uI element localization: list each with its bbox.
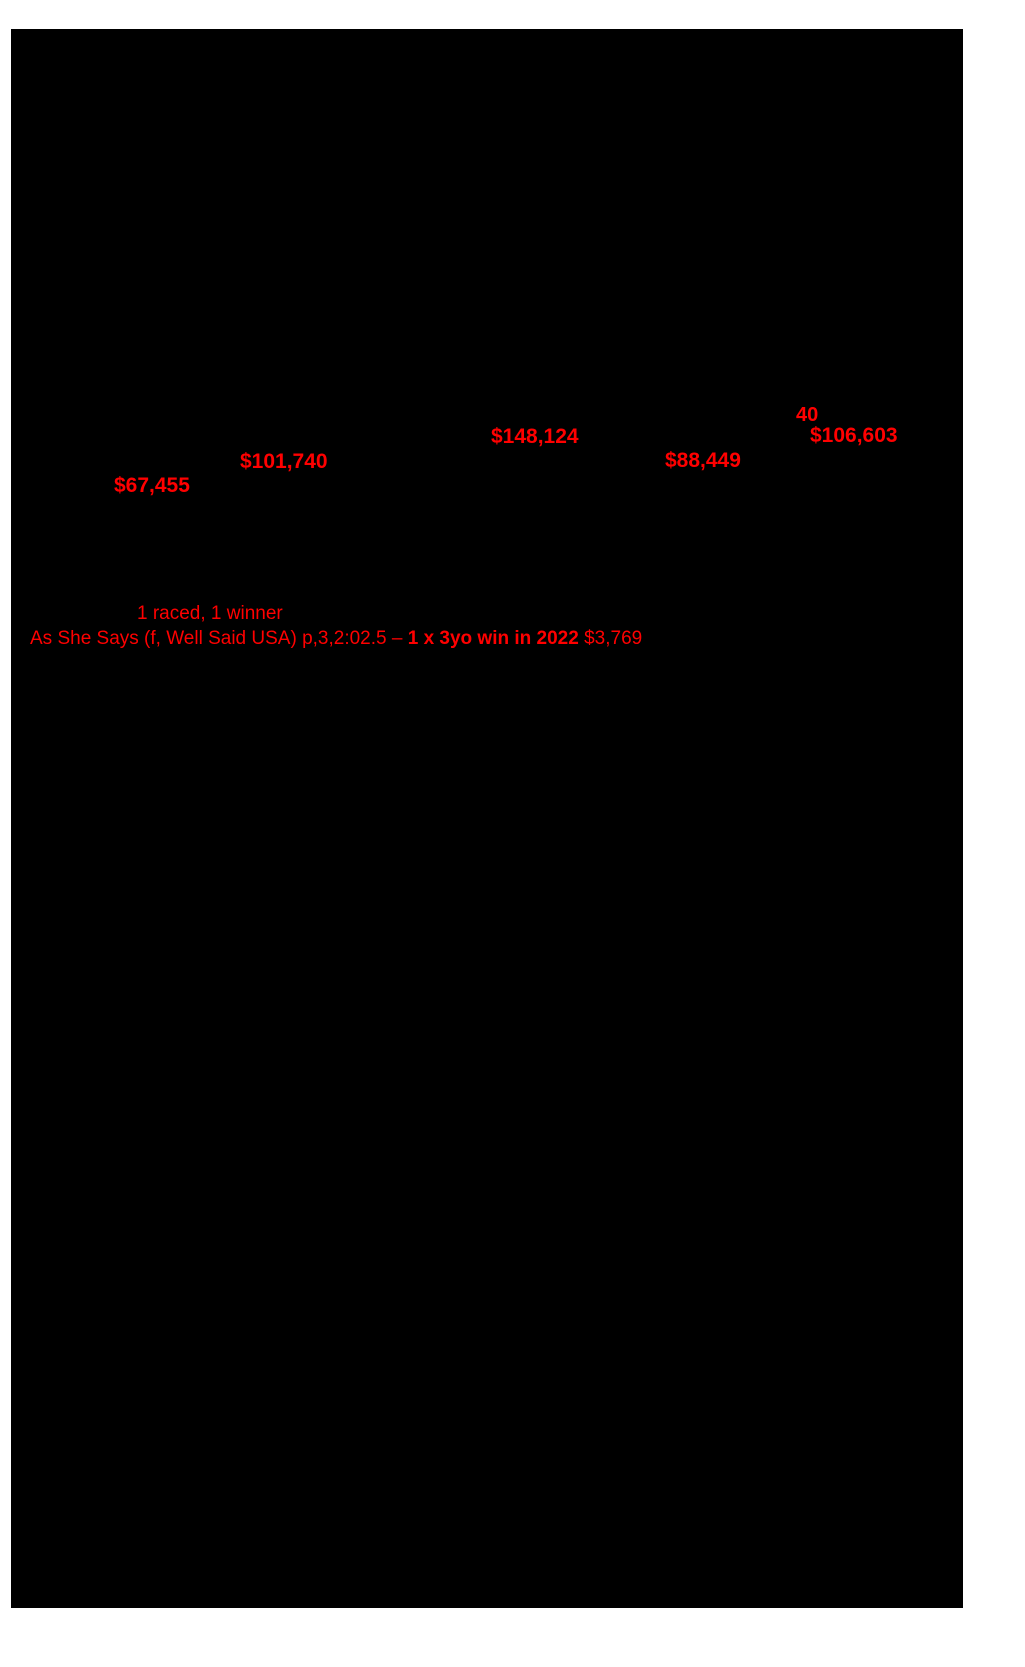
pedigree-detail-bold: 1 x 3yo win in 2022	[407, 628, 579, 649]
annotation-earnings-4: $88,449	[665, 449, 741, 472]
annotation-count-40: 40	[796, 404, 819, 426]
pedigree-summary-line: 1 raced, 1 winner	[137, 603, 283, 624]
annotation-earnings-5: $106,603	[810, 424, 898, 447]
pedigree-detail-suffix: $3,769	[578, 628, 643, 649]
annotation-earnings-1: $67,455	[114, 474, 190, 497]
pedigree-detail-line: As She Says (f, Well Said USA) p,3,2:02.…	[30, 628, 642, 650]
redaction-panel	[11, 29, 963, 1608]
annotation-earnings-2: $101,740	[240, 450, 328, 473]
pedigree-detail-prefix: As She Says (f, Well Said USA) p,3,2:02.…	[30, 628, 408, 649]
annotation-earnings-3: $148,124	[491, 425, 579, 448]
